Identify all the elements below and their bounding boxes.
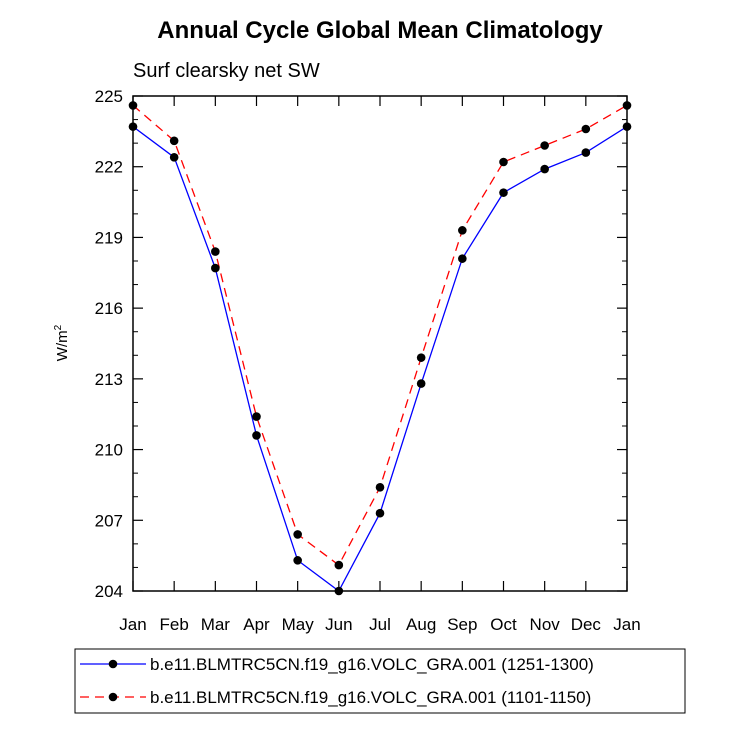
data-point-series-2 [293,530,302,539]
y-axis-label-base: W/m [54,330,71,361]
chart-title: Annual Cycle Global Mean Climatology [157,17,603,44]
data-point-series-1 [416,379,426,388]
y-tick-label: 213 [95,370,123,389]
data-point-series-1 [499,188,508,197]
legend-marker-series-2 [108,692,118,702]
data-point-series-2 [375,482,385,492]
x-tick-label: Mar [201,615,231,634]
data-point-series-1 [540,164,549,174]
data-point-series-2 [499,157,508,167]
x-tick-label: Jul [369,615,391,634]
plot-frame [132,95,628,592]
x-tick-label: Jan [119,615,146,634]
axes: 204 207 210 213 216 219 222 225 Jan Feb Mar Apr May J… [95,87,641,634]
x-tick-label: Nov [530,615,561,634]
data-point-series-1 [375,508,385,518]
data-point-series-2 [169,136,179,146]
data-point-series-1 [293,556,302,565]
data-point-series-2 [581,124,591,134]
data-point-series-1 [169,152,179,162]
y-tick-label: 210 [95,441,123,460]
series-line-2 [132,104,628,567]
legend-label-series-1: b.e11.BLMTRC5CN.f19_g16.VOLC_GRA.001 (12… [150,655,594,674]
x-tick-label: May [282,615,315,634]
legend-marker-series-1 [108,659,118,669]
legend-box [74,648,686,714]
legend-label-series-2: b.e11.BLMTRC5CN.f19_g16.VOLC_GRA.001 (11… [150,688,591,707]
data-point-series-1 [252,431,261,440]
y-tick-label: 204 [95,582,123,601]
data-point-series-1 [458,254,467,263]
x-tick-label: Jan [613,615,640,634]
y-tick-label: 219 [95,228,123,247]
data-point-series-1 [581,148,591,157]
y-tick-label: 225 [95,87,123,106]
y-tick-label: 207 [95,511,123,530]
x-tick-label: Aug [406,615,436,634]
data-point-series-2 [540,141,549,150]
y-axis-label: W/m2 [53,324,71,361]
y-tick-label: 216 [95,299,123,318]
x-tick-label: Feb [160,615,189,634]
data-point-series-2 [458,226,467,235]
x-tick-label: Dec [571,615,602,634]
data-point-series-2 [252,412,261,421]
series-layer [128,101,632,596]
series-line-1 [132,126,628,592]
chart-subtitle: Surf clearsky net SW [133,60,320,82]
x-tick-label: Jun [325,615,352,634]
x-tick-label: Oct [490,615,517,634]
y-axis-label-superscript: 2 [53,324,64,330]
data-point-series-1 [211,263,220,273]
data-point-series-2 [334,560,344,570]
legend: b.e11.BLMTRC5CN.f19_g16.VOLC_GRA.001 (12… [74,648,686,714]
data-point-series-2 [211,247,220,256]
y-tick-label: 222 [95,158,123,177]
data-point-series-2 [416,353,426,362]
x-tick-label: Apr [243,615,270,634]
x-tick-label: Sep [447,615,477,634]
